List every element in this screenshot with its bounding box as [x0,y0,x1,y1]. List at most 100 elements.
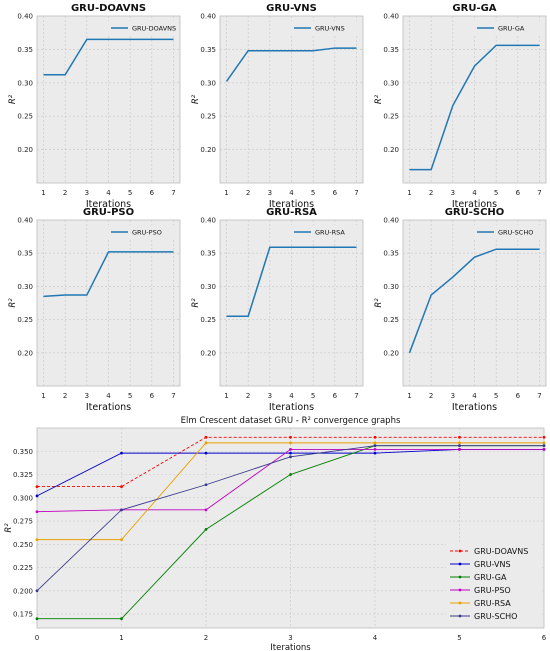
y-axis-label: R² [191,94,201,104]
y-tick-label: 0.30 [383,283,399,291]
legend-marker [458,575,462,579]
y-tick-label: 0.20 [383,146,399,154]
data-point [204,451,208,455]
legend-label: GRU-SCHO [474,612,517,621]
y-tick-label: 0.20 [17,349,33,357]
data-point [373,444,377,448]
y-tick-label: 0.25 [17,113,33,121]
x-tick-label: 5 [311,392,315,400]
y-tick-label: 0.35 [17,46,33,54]
data-point [35,494,39,498]
y-tick-label: 0.20 [200,146,216,154]
series-line-gru-ga [409,44,540,171]
x-tick-label: 6 [150,392,155,400]
y-tick-label: 0.25 [383,113,399,121]
y-tick-label: 0.20 [17,146,33,154]
data-point [373,441,377,445]
data-point [120,538,123,542]
legend-label: GRU-SCHO [498,229,533,237]
x-tick-label: 4 [472,392,477,400]
data-point [458,447,461,451]
plot-area [36,15,181,184]
chart-title: GRU-RSA [266,207,317,218]
y-tick-label: 0.275 [13,518,33,526]
y-tick-label: 0.250 [13,541,33,549]
legend-label: GRU-PSO [474,586,511,595]
data-point [204,435,208,439]
data-point [373,435,377,439]
legend-label: GRU-VNS [315,25,345,33]
legend [291,225,359,239]
y-tick-label: 0.200 [13,587,33,595]
x-tick-label: 4 [373,634,378,642]
y-tick-label: 0.35 [383,250,399,258]
x-tick-label: 5 [128,392,132,400]
data-point [542,435,546,439]
legend-label: GRU-GA [474,573,507,582]
data-point [289,473,292,476]
chart-title: GRU-DOAVNS [71,3,146,14]
y-tick-label: 0.25 [383,316,399,324]
x-axis-label: Iterations [452,199,497,210]
x-tick-label: 6 [333,189,338,197]
legend-label: GRU-VNS [474,560,511,569]
data-point [289,455,292,459]
x-axis-label: Iterations [269,402,314,413]
chart-panel-4: 1 2 3 4 5 6 7 0.20 0.25 0.30 0.35 0.40 GRU-PSO Iterat… [8,207,181,413]
data-point [35,589,39,593]
legend-marker [458,562,462,566]
y-tick-label: 0.25 [200,316,216,324]
chart-panel-2: 1 2 3 4 5 6 7 0.20 0.25 0.30 0.35 0.40 GRU-VNS Iterat… [191,3,364,210]
y-axis-label: R² [191,298,201,308]
data-point [35,510,39,514]
x-tick-label: 2 [429,189,433,197]
y-tick-label: 0.35 [17,250,33,258]
y-axis-label: R² [374,298,384,308]
data-point [120,508,123,512]
y-tick-label: 0.25 [17,316,33,324]
series-line-gru-vns [225,47,357,82]
x-tick-label: 6 [516,189,521,197]
x-tick-label: 3 [268,189,272,197]
chart-title: Elm Crescent dataset GRU - R² convergenc… [181,416,401,426]
legend-label: GRU-DOAVNS [132,25,176,33]
y-axis-label: R² [4,523,14,533]
series-line-gru-rsa [226,246,357,318]
x-tick-label: 2 [246,392,250,400]
x-tick-label: 6 [333,392,338,400]
data-point [204,441,208,445]
data-point [204,483,208,487]
data-point [204,508,208,512]
chart-panel-3: 1 2 3 4 5 6 7 0.20 0.25 0.30 0.35 0.40 GRU-GA Iterati… [374,3,547,210]
y-tick-label: 0.35 [200,46,216,54]
x-tick-label: 7 [354,392,358,400]
chart-panel-7: 0 1 2 3 4 5 6 0.175 0.200 0.225 0.250 0.275 0.300 0.3… [4,416,547,651]
y-tick-label: 0.25 [200,113,216,121]
x-tick-label: 1 [41,392,45,400]
x-tick-label: 1 [41,189,45,197]
legend [474,225,542,239]
y-tick-label: 0.20 [200,349,216,357]
data-point [35,617,39,621]
x-tick-label: 7 [171,392,175,400]
y-axis-label: R² [8,298,18,308]
data-point [35,538,39,542]
x-tick-label: 7 [537,392,541,400]
chart-panel-6: 1 2 3 4 5 6 7 0.20 0.25 0.30 0.35 0.40 GRU-SCHO Itera… [374,207,547,413]
x-axis-label: Iterations [86,199,131,210]
x-tick-label: 7 [537,189,541,197]
x-tick-label: 6 [542,634,547,642]
x-tick-label: 3 [85,392,89,400]
legend-label: GRU-PSO [132,229,162,237]
y-tick-label: 0.300 [13,494,33,502]
data-point [289,447,292,451]
x-tick-label: 3 [451,392,455,400]
y-tick-label: 0.40 [383,13,399,21]
data-point [204,527,208,531]
y-tick-label: 0.20 [383,349,399,357]
plot-area [219,15,364,184]
y-tick-label: 0.40 [200,217,216,225]
legend-label: GRU-GA [498,25,525,33]
y-tick-label: 0.30 [17,283,33,291]
